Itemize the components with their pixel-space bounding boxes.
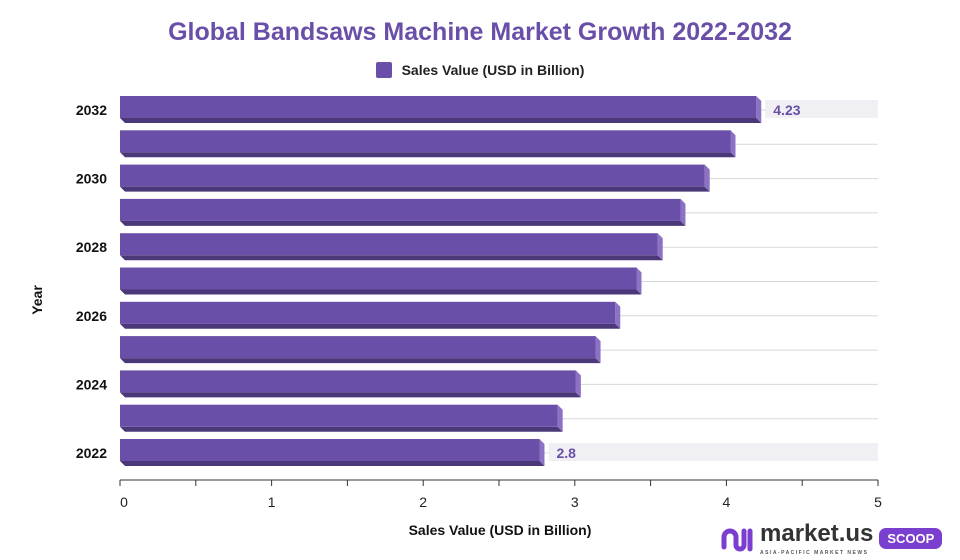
logo: market.us ASIA-PACIFIC MARKET NEWS SCOOP: [720, 520, 943, 557]
bar-bottom-2022: [120, 461, 545, 466]
bar-2023: [120, 404, 558, 427]
bar-2027: [120, 267, 637, 290]
x-tick-label: 2: [419, 494, 427, 510]
legend-swatch: [375, 62, 392, 78]
bar-2031: [120, 130, 731, 153]
y-tick-label: 2022: [76, 445, 107, 461]
bar-bottom-2031: [120, 152, 736, 158]
x-tick-label: 4: [723, 494, 731, 510]
bar-bottom-2025: [120, 358, 601, 364]
bar-bottom-2027: [120, 289, 642, 295]
legend: Sales Value (USD in Billion): [0, 62, 960, 78]
bar-side-2028: [657, 233, 663, 261]
bar-2030: [120, 164, 705, 187]
bar-bottom-2029: [120, 220, 686, 226]
bar-side-2031: [730, 130, 736, 158]
y-axis-label: Year: [29, 285, 45, 315]
chart-title: Global Bandsaws Machine Market Growth 20…: [168, 18, 792, 46]
bar-bottom-2026: [120, 323, 621, 329]
bar-2026: [120, 301, 616, 324]
y-tick-label: 2028: [76, 239, 107, 255]
bar-2025: [120, 336, 596, 359]
data-label: 2.8: [556, 445, 576, 461]
bar-side-2023: [557, 404, 563, 432]
bar-side-2022: [539, 439, 545, 466]
logo-text: market.us: [760, 520, 874, 547]
data-label-bg: [548, 443, 878, 461]
legend-label: Sales Value (USD in Billion): [401, 62, 585, 78]
y-tick-label: 2024: [76, 376, 107, 392]
logo-text-block: market.us ASIA-PACIFIC MARKET NEWS: [760, 520, 873, 557]
bar-side-2032: [756, 96, 762, 123]
scoop-badge: SCOOP: [879, 528, 943, 549]
x-tick-label: 0: [120, 494, 128, 510]
bar-side-2024: [575, 370, 581, 398]
bar-side-2029: [680, 198, 686, 226]
x-tick-label: 1: [268, 494, 276, 510]
bar-2028: [120, 233, 658, 256]
bar-bottom-2028: [120, 255, 663, 261]
bar-2029: [120, 198, 681, 221]
x-axis-label: Sales Value (USD in Billion): [409, 522, 592, 538]
bar-2024: [120, 370, 576, 393]
logo-mark-icon: [721, 528, 753, 551]
logo-tagline: ASIA-PACIFIC MARKET NEWS: [760, 550, 869, 556]
bar-bottom-2030: [120, 186, 710, 192]
data-label: 4.23: [773, 102, 800, 118]
bar-side-2026: [615, 301, 621, 329]
bar-bottom-2023: [120, 426, 563, 432]
x-tick-label: 3: [571, 494, 579, 510]
bar-bottom-2032: [120, 118, 762, 123]
data-label-bg: [765, 100, 878, 118]
bar-side-2030: [704, 164, 710, 192]
bar-side-2025: [595, 336, 601, 364]
bar-2032: [120, 96, 757, 118]
x-tick-label: 5: [874, 494, 882, 510]
bar-side-2027: [636, 267, 642, 295]
bar-2022: [120, 439, 540, 461]
y-tick-label: 2026: [76, 308, 107, 324]
y-tick-label: 2032: [76, 102, 107, 118]
y-tick-label: 2030: [76, 171, 107, 187]
bar-bottom-2024: [120, 392, 581, 398]
